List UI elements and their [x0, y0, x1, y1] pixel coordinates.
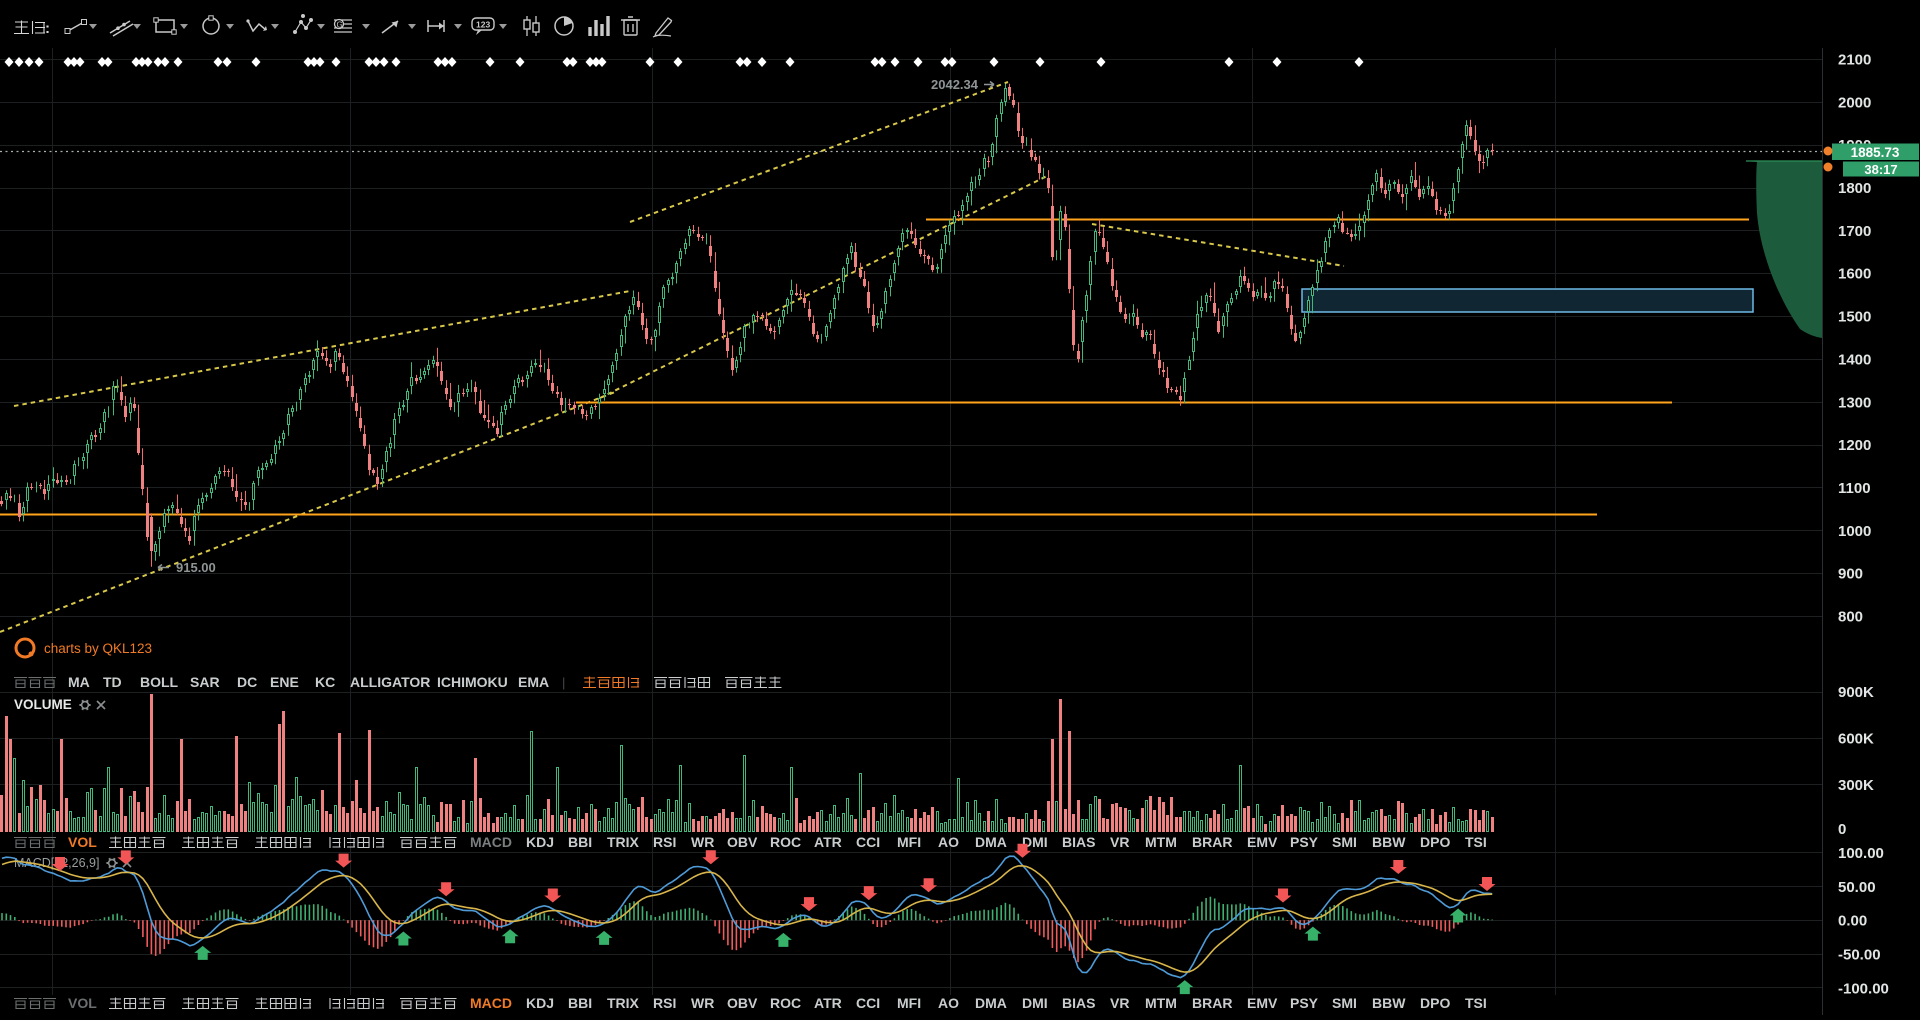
svg-text:1700: 1700 [1838, 223, 1871, 240]
svg-text:CCI: CCI [856, 834, 880, 850]
svg-text:WR: WR [691, 995, 714, 1011]
svg-text:BBI: BBI [568, 834, 592, 850]
svg-text:MA: MA [68, 674, 90, 690]
svg-text:1000: 1000 [1838, 523, 1871, 540]
svg-text:123: 123 [476, 20, 490, 30]
svg-text:DMI: DMI [1022, 995, 1048, 1011]
svg-text:TSI: TSI [1465, 995, 1487, 1011]
svg-text:KC: KC [315, 674, 335, 690]
svg-text:BRAR: BRAR [1192, 995, 1232, 1011]
svg-text:charts by QKL123: charts by QKL123 [44, 641, 152, 656]
svg-text:1300: 1300 [1838, 394, 1871, 411]
svg-text:1400: 1400 [1838, 351, 1871, 368]
svg-text:BIAS: BIAS [1062, 834, 1095, 850]
svg-text:ROC: ROC [770, 995, 801, 1011]
svg-text:1200: 1200 [1838, 437, 1871, 454]
svg-text:VR: VR [1110, 995, 1129, 1011]
svg-text:PSY: PSY [1290, 834, 1319, 850]
svg-text:1100: 1100 [1838, 480, 1871, 497]
svg-text:1800: 1800 [1838, 180, 1871, 197]
svg-text:VOL: VOL [68, 995, 97, 1011]
svg-text:TRIX: TRIX [607, 834, 640, 850]
svg-text:BRAR: BRAR [1192, 834, 1232, 850]
svg-text:600K: 600K [1838, 731, 1874, 748]
svg-text:2000: 2000 [1838, 94, 1871, 111]
svg-text:BBI: BBI [568, 995, 592, 1011]
svg-text:0.00: 0.00 [1838, 913, 1867, 930]
svg-text:900K: 900K [1838, 684, 1874, 701]
svg-text:SMI: SMI [1332, 834, 1357, 850]
svg-text:TD: TD [103, 674, 122, 690]
svg-text:PSY: PSY [1290, 995, 1319, 1011]
svg-text::: : [45, 20, 50, 37]
svg-text:ATR: ATR [814, 995, 842, 1011]
svg-text:DC: DC [237, 674, 257, 690]
svg-text:EMV: EMV [1247, 834, 1278, 850]
svg-text:DPO: DPO [1420, 834, 1450, 850]
svg-text:ALLIGATOR: ALLIGATOR [350, 674, 430, 690]
svg-text:KDJ: KDJ [526, 834, 554, 850]
svg-text:TRIX: TRIX [607, 995, 640, 1011]
svg-text:1600: 1600 [1838, 266, 1871, 283]
svg-text:300K: 300K [1838, 777, 1874, 794]
svg-text:0: 0 [1838, 821, 1846, 838]
svg-text:G: G [337, 21, 343, 30]
svg-text:RSI: RSI [653, 834, 676, 850]
svg-text:VOL: VOL [68, 834, 97, 850]
svg-text:CCI: CCI [856, 995, 880, 1011]
svg-text:EMA: EMA [518, 674, 549, 690]
svg-text:38:17: 38:17 [1864, 162, 1897, 177]
svg-text:MFI: MFI [897, 834, 921, 850]
svg-text:-50.00: -50.00 [1838, 947, 1881, 964]
svg-text:BIAS: BIAS [1062, 995, 1095, 1011]
svg-text:OBV: OBV [727, 995, 758, 1011]
svg-text:DPO: DPO [1420, 995, 1450, 1011]
svg-text:50.00: 50.00 [1838, 879, 1876, 896]
svg-text:BOLL: BOLL [140, 674, 179, 690]
svg-text:DMA: DMA [975, 834, 1007, 850]
svg-text:MFI: MFI [897, 995, 921, 1011]
svg-text:DMI: DMI [1022, 834, 1048, 850]
svg-text:VR: VR [1110, 834, 1129, 850]
svg-text:1885.73: 1885.73 [1851, 145, 1900, 160]
svg-text:RSI: RSI [653, 995, 676, 1011]
svg-text:OBV: OBV [727, 834, 758, 850]
svg-text:2042.34: 2042.34 [931, 77, 979, 92]
svg-text:ROC: ROC [770, 834, 801, 850]
svg-text:ENE: ENE [270, 674, 299, 690]
svg-text:2100: 2100 [1838, 52, 1871, 69]
svg-text:1500: 1500 [1838, 309, 1871, 326]
svg-text:SAR: SAR [190, 674, 220, 690]
svg-text:AO: AO [938, 834, 959, 850]
svg-text:KDJ: KDJ [526, 995, 554, 1011]
svg-text:800: 800 [1838, 608, 1863, 625]
svg-text:MACD: MACD [470, 834, 512, 850]
svg-text:WR: WR [691, 834, 714, 850]
svg-text:SMI: SMI [1332, 995, 1357, 1011]
svg-text:-100.00: -100.00 [1838, 980, 1889, 997]
svg-text:ATR: ATR [814, 834, 842, 850]
svg-text:VOLUME: VOLUME [14, 697, 72, 712]
svg-text:EMV: EMV [1247, 995, 1278, 1011]
svg-text:915.00: 915.00 [176, 560, 216, 575]
svg-text:MTM: MTM [1145, 995, 1177, 1011]
svg-text:900: 900 [1838, 566, 1863, 583]
svg-text:|: | [562, 675, 565, 690]
svg-text:BBW: BBW [1372, 995, 1406, 1011]
svg-text:MTM: MTM [1145, 834, 1177, 850]
svg-text:TSI: TSI [1465, 834, 1487, 850]
svg-text:BBW: BBW [1372, 834, 1406, 850]
svg-text:DMA: DMA [975, 995, 1007, 1011]
svg-text:100.00: 100.00 [1838, 845, 1884, 862]
svg-text:AO: AO [938, 995, 959, 1011]
svg-text:ICHIMOKU: ICHIMOKU [437, 674, 508, 690]
svg-text:MACD: MACD [470, 995, 512, 1011]
